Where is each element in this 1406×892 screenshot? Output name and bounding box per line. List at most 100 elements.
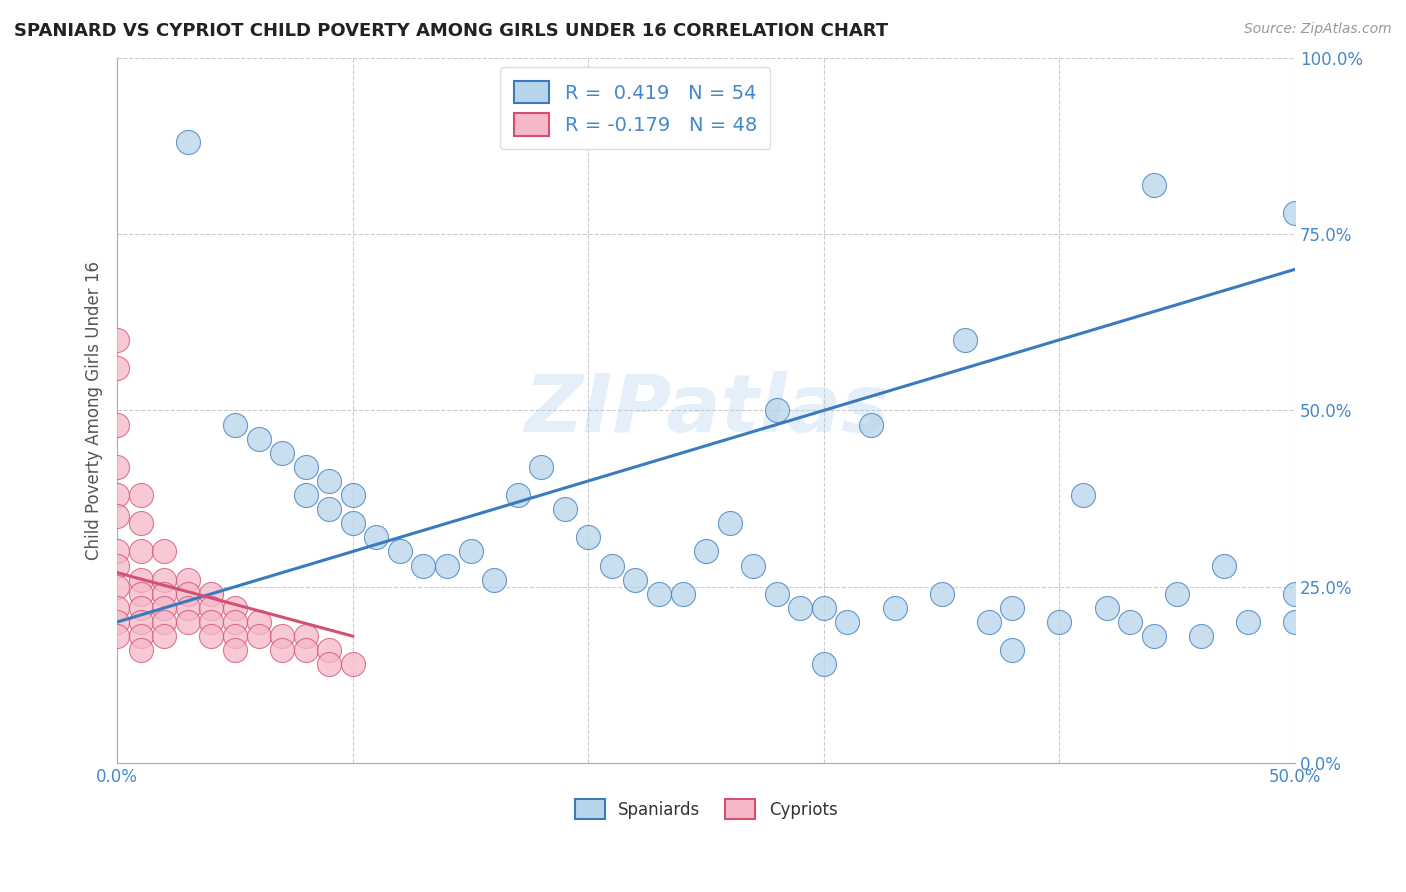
Point <box>931 587 953 601</box>
Point <box>224 643 246 657</box>
Point <box>436 558 458 573</box>
Point <box>294 488 316 502</box>
Point <box>366 530 388 544</box>
Point <box>224 615 246 629</box>
Point <box>530 459 553 474</box>
Point <box>105 459 128 474</box>
Point <box>1001 643 1024 657</box>
Point <box>342 488 364 502</box>
Point <box>177 573 200 587</box>
Point <box>342 516 364 531</box>
Point <box>789 601 811 615</box>
Point <box>105 558 128 573</box>
Point <box>1284 587 1306 601</box>
Point <box>813 657 835 672</box>
Point <box>482 573 505 587</box>
Point <box>294 643 316 657</box>
Point <box>1143 629 1166 643</box>
Point <box>554 502 576 516</box>
Point <box>318 657 340 672</box>
Point <box>318 474 340 488</box>
Point <box>224 601 246 615</box>
Point <box>977 615 1000 629</box>
Point <box>294 629 316 643</box>
Point <box>1284 615 1306 629</box>
Point <box>153 544 176 558</box>
Point <box>412 558 434 573</box>
Point <box>200 587 222 601</box>
Point <box>1189 629 1212 643</box>
Text: SPANIARD VS CYPRIOT CHILD POVERTY AMONG GIRLS UNDER 16 CORRELATION CHART: SPANIARD VS CYPRIOT CHILD POVERTY AMONG … <box>14 22 889 40</box>
Point <box>718 516 741 531</box>
Point <box>576 78 599 93</box>
Point <box>129 488 152 502</box>
Point <box>177 136 200 150</box>
Point <box>1049 615 1071 629</box>
Point <box>294 459 316 474</box>
Point <box>224 629 246 643</box>
Point <box>576 530 599 544</box>
Point <box>955 333 977 347</box>
Point <box>105 580 128 594</box>
Point <box>247 615 270 629</box>
Point <box>765 403 787 417</box>
Point <box>1001 601 1024 615</box>
Point <box>271 446 294 460</box>
Point <box>813 601 835 615</box>
Point <box>1119 615 1142 629</box>
Point <box>200 629 222 643</box>
Point <box>837 615 859 629</box>
Point <box>271 643 294 657</box>
Point <box>388 544 411 558</box>
Point <box>765 587 787 601</box>
Point <box>129 516 152 531</box>
Point <box>460 544 482 558</box>
Point <box>1095 601 1118 615</box>
Point <box>600 558 623 573</box>
Point <box>153 601 176 615</box>
Point <box>105 615 128 629</box>
Point <box>318 502 340 516</box>
Point <box>105 629 128 643</box>
Point <box>200 601 222 615</box>
Point <box>129 587 152 601</box>
Point <box>1071 488 1094 502</box>
Point <box>153 587 176 601</box>
Point <box>105 601 128 615</box>
Point <box>247 629 270 643</box>
Point <box>200 615 222 629</box>
Point <box>1237 615 1260 629</box>
Text: ZIPatlas: ZIPatlas <box>523 371 889 450</box>
Point <box>224 417 246 432</box>
Legend: Spaniards, Cypriots: Spaniards, Cypriots <box>568 793 844 825</box>
Point <box>883 601 905 615</box>
Point <box>129 615 152 629</box>
Point <box>105 361 128 376</box>
Point <box>1284 206 1306 220</box>
Point <box>129 544 152 558</box>
Point <box>247 432 270 446</box>
Point <box>177 587 200 601</box>
Point <box>153 629 176 643</box>
Point <box>342 657 364 672</box>
Text: Source: ZipAtlas.com: Source: ZipAtlas.com <box>1244 22 1392 37</box>
Point <box>129 629 152 643</box>
Point <box>671 587 693 601</box>
Point <box>624 573 647 587</box>
Point <box>1213 558 1236 573</box>
Y-axis label: Child Poverty Among Girls Under 16: Child Poverty Among Girls Under 16 <box>86 260 103 560</box>
Point <box>153 573 176 587</box>
Point <box>1166 587 1188 601</box>
Point <box>129 573 152 587</box>
Point <box>271 629 294 643</box>
Point <box>129 643 152 657</box>
Point <box>695 544 717 558</box>
Point <box>105 333 128 347</box>
Point <box>153 615 176 629</box>
Point <box>129 601 152 615</box>
Point <box>318 643 340 657</box>
Point <box>506 488 529 502</box>
Point <box>177 615 200 629</box>
Point <box>742 558 765 573</box>
Point <box>105 417 128 432</box>
